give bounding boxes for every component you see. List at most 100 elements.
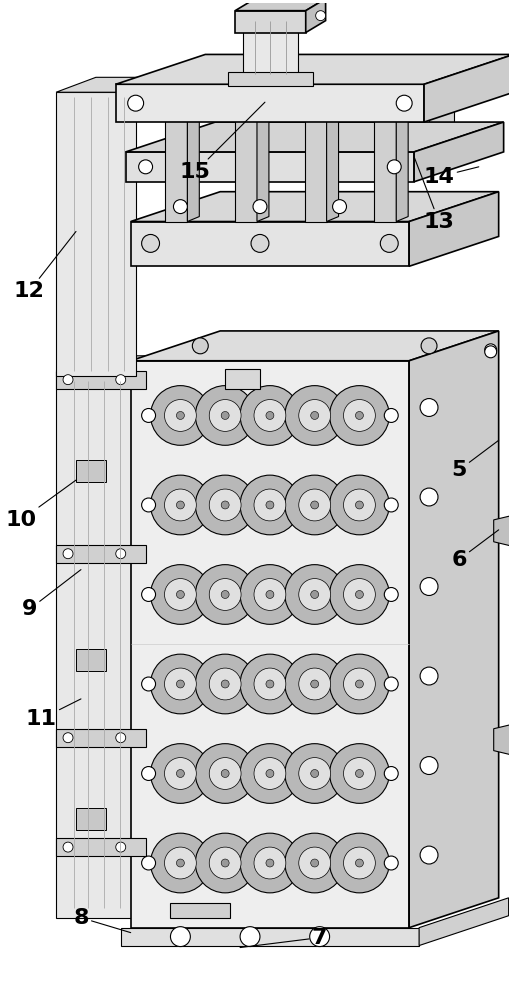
Circle shape: [176, 680, 184, 688]
Circle shape: [221, 591, 229, 598]
Circle shape: [176, 770, 184, 777]
Bar: [235, 11, 305, 33]
Circle shape: [150, 833, 210, 893]
Circle shape: [127, 95, 144, 111]
Circle shape: [298, 489, 330, 521]
Circle shape: [150, 475, 210, 535]
Text: 15: 15: [180, 102, 265, 182]
Bar: [304, 97, 326, 222]
Circle shape: [309, 927, 329, 947]
Circle shape: [484, 344, 496, 356]
Circle shape: [209, 489, 241, 521]
Circle shape: [142, 498, 155, 512]
Circle shape: [63, 549, 73, 559]
Circle shape: [329, 475, 388, 535]
Circle shape: [419, 578, 437, 595]
Circle shape: [343, 847, 375, 879]
Bar: [76, 649, 105, 671]
Circle shape: [221, 859, 229, 867]
Circle shape: [420, 338, 436, 354]
Bar: [56, 92, 135, 376]
Circle shape: [221, 680, 229, 688]
Circle shape: [150, 386, 210, 445]
Circle shape: [265, 591, 273, 598]
Circle shape: [176, 411, 184, 419]
Circle shape: [310, 680, 318, 688]
Circle shape: [240, 744, 299, 803]
Circle shape: [150, 565, 210, 624]
Circle shape: [384, 856, 398, 870]
Circle shape: [384, 409, 398, 422]
Circle shape: [384, 767, 398, 780]
Circle shape: [209, 400, 241, 431]
Circle shape: [63, 842, 73, 852]
Circle shape: [419, 846, 437, 864]
Polygon shape: [395, 92, 407, 222]
Circle shape: [164, 400, 196, 431]
Polygon shape: [326, 92, 338, 222]
Bar: [56, 371, 145, 389]
Circle shape: [209, 847, 241, 879]
Circle shape: [195, 475, 254, 535]
Circle shape: [176, 859, 184, 867]
Circle shape: [176, 591, 184, 598]
Bar: [56, 545, 145, 563]
Circle shape: [355, 501, 363, 509]
Text: 7: 7: [240, 928, 327, 948]
Circle shape: [419, 757, 437, 774]
Circle shape: [240, 927, 260, 947]
Circle shape: [332, 200, 346, 214]
Polygon shape: [423, 54, 509, 122]
Circle shape: [252, 200, 266, 214]
Text: 13: 13: [413, 157, 454, 232]
Circle shape: [209, 668, 241, 700]
Circle shape: [343, 489, 375, 521]
Circle shape: [253, 668, 285, 700]
Circle shape: [138, 160, 152, 174]
Circle shape: [298, 579, 330, 610]
Polygon shape: [418, 898, 507, 946]
Polygon shape: [408, 192, 498, 266]
Circle shape: [253, 579, 285, 610]
Circle shape: [142, 234, 159, 252]
Circle shape: [150, 744, 210, 803]
Text: 8: 8: [73, 908, 130, 933]
Circle shape: [164, 579, 196, 610]
Bar: [130, 361, 408, 928]
Circle shape: [221, 501, 229, 509]
Polygon shape: [493, 723, 509, 757]
Circle shape: [355, 770, 363, 777]
Circle shape: [310, 591, 318, 598]
Circle shape: [195, 833, 254, 893]
Polygon shape: [125, 122, 503, 152]
Circle shape: [195, 744, 254, 803]
Circle shape: [419, 667, 437, 685]
Circle shape: [285, 654, 344, 714]
Bar: [228, 72, 312, 86]
Circle shape: [384, 677, 398, 691]
Circle shape: [142, 677, 155, 691]
Circle shape: [253, 489, 285, 521]
Circle shape: [142, 409, 155, 422]
Circle shape: [355, 411, 363, 419]
Bar: [130, 222, 408, 266]
Circle shape: [265, 859, 273, 867]
Circle shape: [164, 847, 196, 879]
Circle shape: [310, 411, 318, 419]
Circle shape: [419, 488, 437, 506]
Circle shape: [116, 549, 125, 559]
Bar: [428, 97, 453, 122]
Text: 9: 9: [21, 570, 81, 619]
Polygon shape: [305, 0, 325, 33]
Circle shape: [142, 588, 155, 601]
Polygon shape: [130, 192, 498, 222]
Circle shape: [343, 579, 375, 610]
Circle shape: [395, 95, 411, 111]
Circle shape: [343, 668, 375, 700]
Circle shape: [173, 200, 187, 214]
Bar: [116, 84, 423, 122]
Circle shape: [384, 498, 398, 512]
Text: 10: 10: [6, 480, 76, 530]
Circle shape: [116, 375, 125, 385]
Circle shape: [164, 489, 196, 521]
